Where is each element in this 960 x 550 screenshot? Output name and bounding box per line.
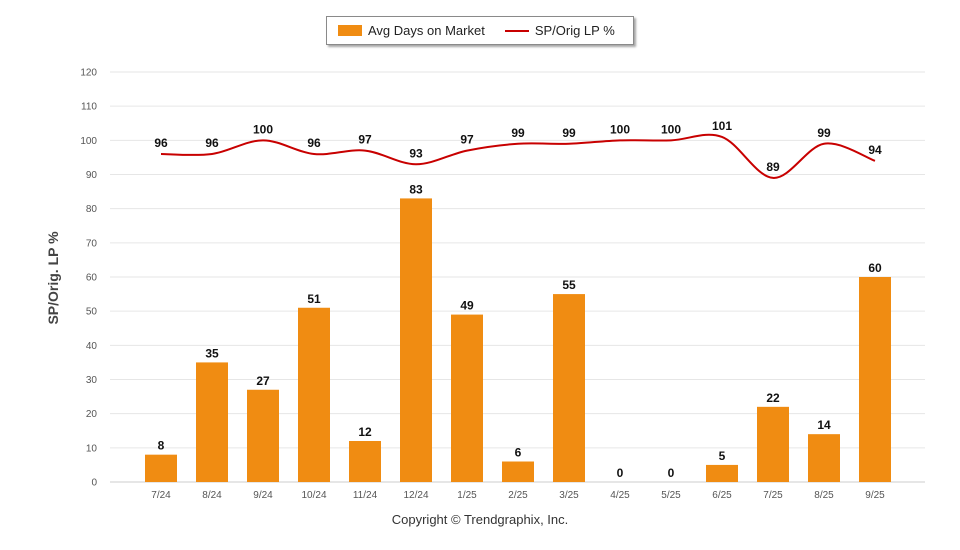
bar-value-label: 22	[766, 391, 780, 405]
bar-value-label: 0	[668, 466, 675, 480]
y-tick-label: 40	[86, 341, 98, 352]
bar[interactable]	[757, 406, 789, 482]
line-value-label: 100	[661, 122, 681, 136]
y-tick-label: 90	[86, 170, 98, 181]
y-tick-label: 60	[86, 273, 98, 284]
legend-line-swatch	[504, 29, 529, 32]
bar[interactable]	[145, 454, 177, 482]
line-value-label: 99	[511, 126, 525, 140]
line-value-label: 96	[307, 136, 321, 150]
x-axis-ticks: 7/24 8/24 9/24 10/24 11/24 12/24 1/25 2/25 3/25 4…	[151, 490, 885, 501]
line-value-label: 96	[154, 136, 168, 150]
bar[interactable]	[196, 362, 228, 482]
bar[interactable]	[502, 461, 534, 483]
bar-value-label: 14	[817, 418, 831, 432]
line-value-label: 101	[712, 119, 732, 133]
legend-item-line[interactable]: SP/Orig LP %	[504, 23, 615, 38]
y-axis-ticks: 0 10 20 30 40 50 60 70 80 90 100 110 120	[80, 68, 97, 489]
y-tick-label: 50	[86, 307, 98, 318]
legend: Avg Days on Market SP/Orig LP %	[326, 16, 634, 45]
line-value-label: 99	[817, 126, 831, 140]
x-tick-label: 5/25	[661, 490, 681, 501]
bar[interactable]	[859, 277, 891, 482]
copyright-text: Copyright © Trendgraphix, Inc.	[391, 512, 569, 527]
bar-value-label: 0	[617, 466, 624, 480]
line-value-label: 96	[205, 136, 219, 150]
x-tick-label: 8/25	[814, 490, 834, 501]
line-value-label: 93	[409, 146, 423, 160]
bar[interactable]	[706, 464, 738, 482]
bar[interactable]	[349, 441, 381, 482]
y-axis-label: SP/Orig. LP %	[45, 231, 61, 325]
y-tick-label: 0	[91, 478, 97, 489]
bar-value-label: 35	[205, 346, 219, 360]
bar[interactable]	[400, 198, 432, 482]
data-labels: 8 35 27 51 12 83 49 6 55 0 0 5 22 14 60 96 96 100 96 97 93 97…	[154, 119, 882, 480]
line-value-label: 94	[868, 143, 882, 157]
x-tick-label: 6/25	[712, 490, 732, 501]
line-value-label: 99	[562, 126, 576, 140]
x-tick-label: 2/25	[508, 490, 528, 501]
x-tick-label: 12/24	[403, 490, 428, 501]
line-value-label: 89	[766, 160, 780, 174]
bar-value-label: 27	[256, 374, 270, 388]
bar-value-label: 8	[158, 439, 165, 453]
line-series	[160, 133, 876, 179]
x-tick-label: 3/25	[559, 490, 579, 501]
bar-value-label: 6	[515, 446, 522, 460]
x-tick-label: 11/24	[353, 490, 378, 501]
bar-value-label: 55	[562, 278, 576, 292]
y-tick-label: 70	[86, 238, 98, 249]
bar-value-label: 83	[409, 182, 423, 196]
bar-value-label: 5	[719, 449, 726, 463]
x-tick-label: 10/24	[301, 490, 326, 501]
legend-line-label: SP/Orig LP %	[534, 23, 615, 38]
bar-series	[145, 198, 891, 482]
bar-value-label: 60	[868, 261, 882, 275]
x-tick-label: 9/25	[865, 490, 885, 501]
bar[interactable]	[808, 434, 840, 482]
bar-value-label: 49	[460, 299, 474, 313]
y-tick-label: 100	[80, 136, 97, 147]
bar-value-label: 12	[358, 425, 372, 439]
x-tick-label: 8/24	[202, 490, 222, 501]
y-tick-label: 80	[86, 204, 98, 215]
y-tick-label: 120	[80, 68, 97, 79]
x-tick-label: 9/24	[253, 490, 273, 501]
bar[interactable]	[553, 294, 585, 482]
x-tick-label: 4/25	[610, 490, 630, 501]
y-tick-label: 10	[86, 443, 98, 454]
bar-value-label: 51	[307, 292, 321, 306]
x-tick-label: 7/25	[763, 490, 783, 501]
x-tick-label: 1/25	[457, 490, 477, 501]
gridlines	[110, 71, 925, 483]
x-tick-label: 7/24	[151, 490, 171, 501]
y-tick-label: 30	[86, 375, 98, 386]
y-tick-label: 20	[86, 409, 98, 420]
line-value-label: 97	[358, 133, 372, 147]
legend-bar-swatch	[338, 25, 362, 36]
line-value-label: 100	[253, 122, 273, 136]
line-value-label: 97	[460, 133, 474, 147]
line-value-label: 100	[610, 122, 630, 136]
legend-item-bar[interactable]: Avg Days on Market	[338, 23, 485, 38]
line-sp-orig-lp[interactable]	[160, 133, 876, 179]
bar[interactable]	[298, 307, 330, 482]
legend-bar-label: Avg Days on Market	[368, 23, 485, 38]
bar[interactable]	[247, 389, 279, 482]
y-tick-label: 110	[81, 102, 97, 113]
bar[interactable]	[451, 314, 483, 482]
